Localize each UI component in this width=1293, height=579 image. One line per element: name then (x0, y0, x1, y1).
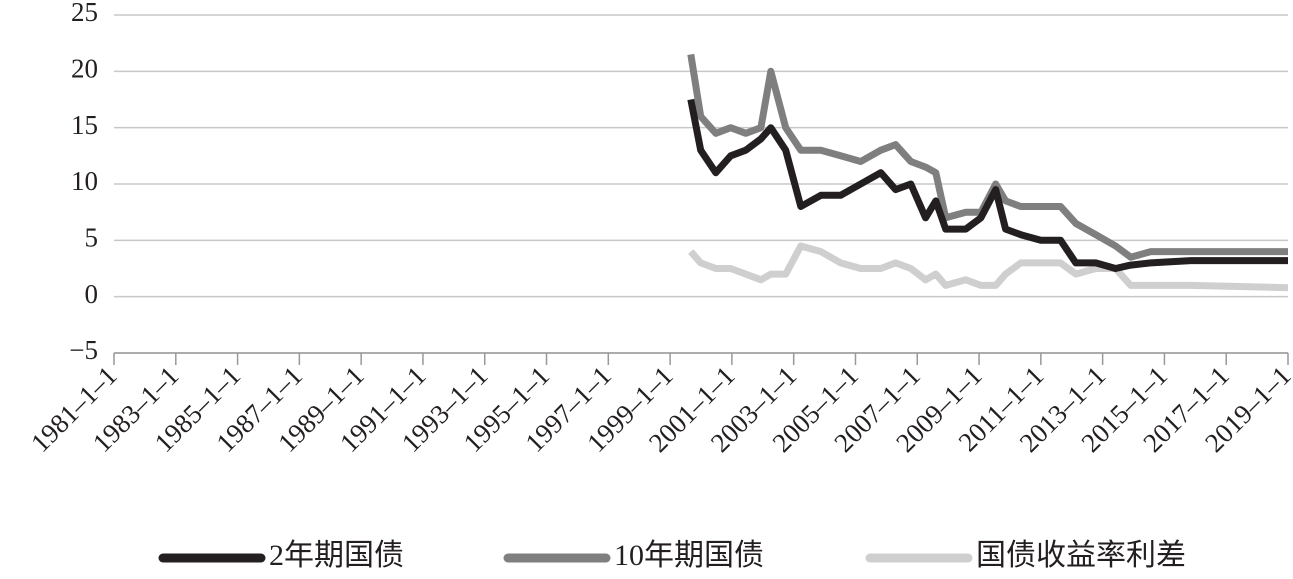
series-line (687, 53, 1288, 261)
y-tick-label: 15 (71, 110, 98, 140)
legend-label: 10年期国债 (614, 539, 764, 572)
y-tick-label: 0 (85, 279, 99, 309)
series-line (688, 242, 1289, 292)
legend-label: 国债收益率利差 (976, 539, 1186, 572)
legend-label: 2年期国债 (269, 539, 404, 572)
y-tick-label: 10 (71, 166, 98, 196)
y-tick-label: 5 (85, 223, 99, 253)
series-line (687, 98, 1288, 272)
y-tick-label: 25 (71, 0, 98, 27)
y-tick-label: 20 (71, 54, 98, 84)
y-tick-label: −5 (69, 335, 98, 365)
